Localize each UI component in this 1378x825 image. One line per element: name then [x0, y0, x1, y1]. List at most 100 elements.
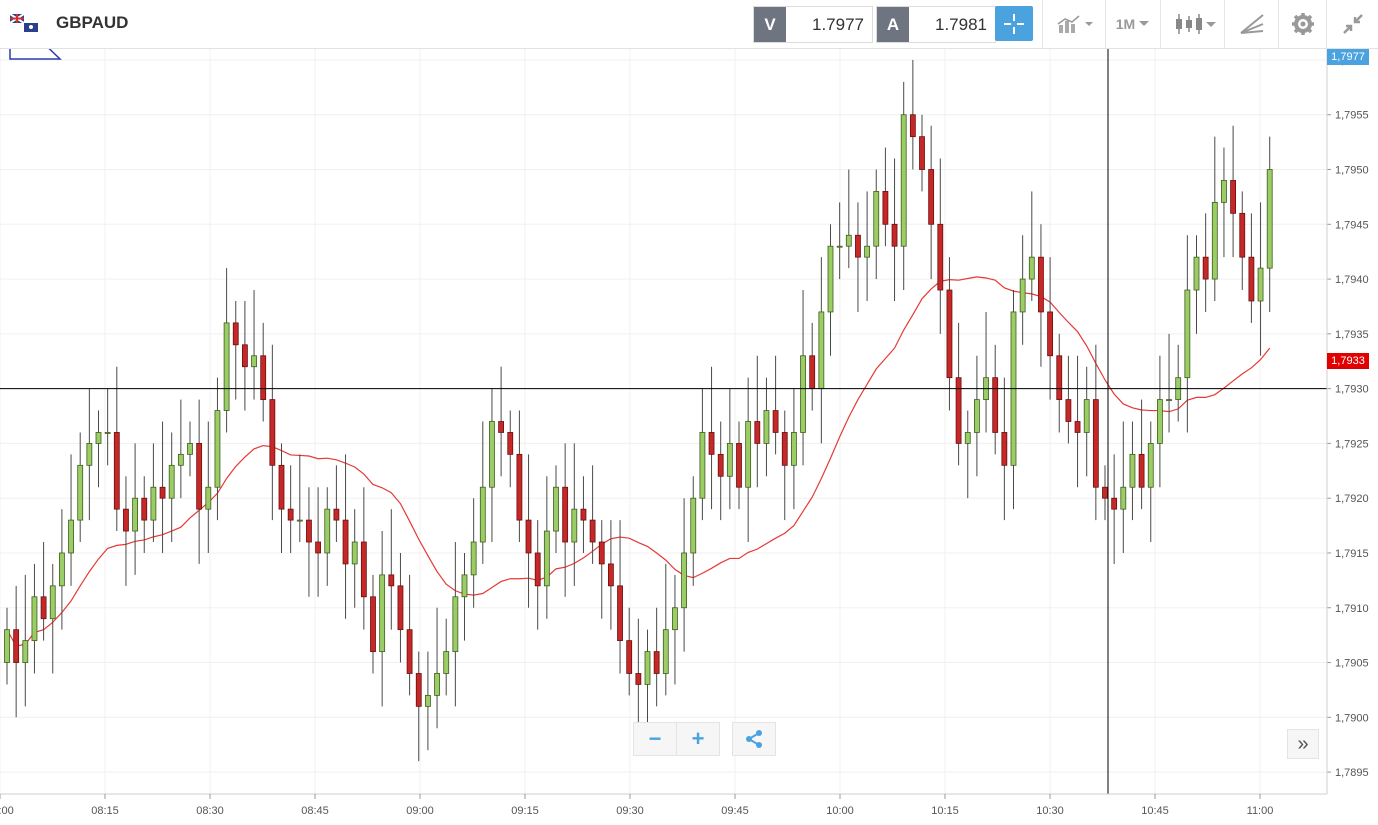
crosshair-button[interactable]	[995, 6, 1033, 41]
candle	[562, 443, 569, 597]
y-tick-label: 1,7920	[1335, 493, 1369, 505]
candle-body	[909, 114, 916, 138]
candle	[772, 355, 779, 455]
candle	[223, 268, 230, 433]
candle	[699, 388, 706, 521]
candle	[470, 498, 477, 608]
x-tick-label: 10:45	[1141, 805, 1169, 817]
candle	[278, 443, 285, 553]
candle	[351, 509, 358, 608]
candle-body	[1147, 443, 1154, 488]
candle	[150, 443, 157, 543]
candle-body	[1111, 497, 1118, 510]
candle	[1010, 290, 1017, 510]
share-button[interactable]	[732, 722, 776, 756]
candle-body	[1193, 256, 1200, 291]
candle-body	[461, 574, 468, 598]
buy-price-box[interactable]: A 1.7981	[876, 6, 996, 43]
candle-body	[726, 443, 733, 477]
candle	[123, 476, 129, 586]
candle-body	[351, 541, 358, 565]
candle	[827, 224, 834, 356]
drawing-tools-button[interactable]	[1232, 6, 1272, 41]
y-tick-label: 1,7895	[1335, 767, 1369, 779]
candle	[159, 421, 166, 553]
x-tick-label: 08:15	[91, 805, 119, 817]
candle-body	[681, 552, 687, 609]
candle	[571, 443, 578, 586]
expand-button[interactable]: »	[1287, 729, 1319, 759]
candle-body	[1202, 256, 1209, 280]
candle	[1120, 421, 1127, 553]
candle	[818, 257, 825, 444]
candle	[40, 542, 47, 641]
candle	[1102, 465, 1108, 521]
candle-body	[168, 464, 175, 499]
candle	[86, 388, 93, 521]
chart-type-button[interactable]	[1170, 6, 1220, 41]
candle-body	[1257, 267, 1264, 302]
settings-button[interactable]	[1285, 6, 1321, 41]
symbol-header[interactable]: GBPAUD	[9, 7, 128, 39]
candle-body	[827, 245, 834, 313]
x-tick-label: 09:30	[616, 805, 644, 817]
candle-body	[470, 541, 477, 576]
timeframe-dropdown[interactable]: 1M	[1110, 6, 1156, 41]
candle	[388, 509, 395, 630]
candle-body	[1102, 486, 1108, 499]
candle-body	[1083, 399, 1090, 433]
candle-body	[974, 399, 980, 433]
candle-body	[946, 289, 953, 379]
sell-price-box[interactable]: V 1.7977	[753, 6, 873, 43]
candle	[736, 421, 742, 510]
candle-body	[1138, 453, 1145, 488]
candle-body	[370, 596, 376, 652]
candle	[1038, 224, 1044, 367]
candle-body	[1239, 212, 1246, 258]
candle-body	[342, 519, 349, 565]
candle-body	[891, 223, 898, 247]
indicator-button[interactable]	[1050, 6, 1100, 41]
candle-body	[598, 541, 605, 565]
fullscreen-button[interactable]	[1334, 6, 1372, 41]
candle	[296, 454, 303, 543]
candle-body	[644, 651, 651, 685]
share-icon	[746, 730, 762, 748]
candle-body	[141, 497, 148, 521]
candle-body	[1157, 399, 1163, 444]
y-tick-label: 1,7925	[1335, 438, 1369, 450]
candle	[1092, 344, 1099, 521]
candle	[845, 169, 852, 269]
ma-price-marker: 1,7933	[1327, 353, 1369, 369]
candle	[1019, 235, 1026, 345]
candle-body	[306, 519, 312, 543]
candle	[1083, 366, 1090, 477]
candle-body	[22, 640, 29, 663]
candlestick-type-icon	[1176, 13, 1216, 34]
candle	[900, 81, 907, 291]
candle	[461, 552, 468, 641]
zoom-in-button[interactable]: +	[677, 722, 720, 756]
candle	[754, 355, 761, 488]
candle-body	[31, 596, 38, 642]
candlestick-chart[interactable]: 1,7895 1,7900 1,7905 1,7910 1,7915 1,7920 1,79…	[0, 49, 1378, 825]
candle-body	[800, 355, 806, 433]
y-tick-label: 1,7915	[1335, 548, 1369, 560]
candle	[95, 410, 102, 488]
candle-body	[553, 486, 559, 532]
candle-body	[763, 410, 770, 444]
candle	[617, 520, 623, 674]
candle	[1230, 125, 1236, 258]
candle	[287, 465, 294, 553]
candle-body	[59, 552, 65, 587]
drawing-tool-icon	[1240, 13, 1264, 34]
candle	[406, 574, 413, 696]
candle	[68, 454, 74, 586]
candle-body	[324, 508, 331, 554]
y-axis: 1,7895 1,7900 1,7905 1,7910 1,7915 1,7920 1,79…	[1326, 49, 1369, 794]
candle-body	[132, 497, 139, 532]
candle	[1138, 399, 1145, 510]
zoom-out-button[interactable]: −	[633, 722, 677, 756]
candle	[260, 322, 267, 422]
candle	[4, 607, 10, 685]
